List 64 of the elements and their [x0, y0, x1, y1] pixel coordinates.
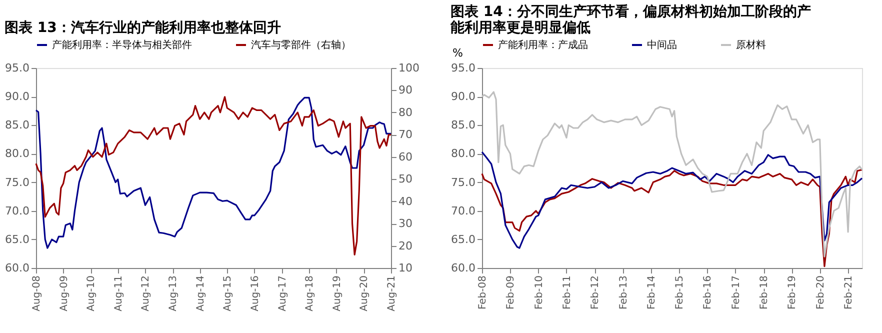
y-tick-label: 80.0 — [451, 147, 476, 160]
x-tick-label: Aug-17 — [277, 276, 288, 312]
legend-label: 产能利用率：半导体与相关部件 — [52, 39, 192, 51]
x-tick-label: Feb-09 — [506, 276, 517, 310]
chart-title: 图表 13：汽车行业的产能利用率也整体回升 — [4, 19, 281, 36]
x-tick-label: Aug-10 — [86, 276, 98, 312]
legend-label: 产能利用率：产成品 — [498, 39, 588, 51]
x-tick-label: Aug-18 — [304, 276, 316, 312]
legend-label: 中间品 — [647, 39, 677, 51]
line-series — [481, 91, 863, 258]
y-tick-label: 90.0 — [5, 90, 30, 104]
x-tick-label: Aug-13 — [168, 276, 180, 312]
x-tick-label: Feb-14 — [646, 276, 658, 310]
x-tick-label: Aug-12 — [140, 276, 152, 312]
y-tick-label: 80.0 — [5, 147, 30, 160]
x-tick-label: Feb-11 — [562, 276, 573, 310]
y2-tick-label: 90 — [398, 84, 412, 97]
x-tick-label: Feb-16 — [702, 276, 714, 310]
y2-tick-label: 80 — [398, 106, 412, 119]
line-series — [481, 151, 863, 249]
x-tick-label: Aug-11 — [113, 276, 124, 312]
x-tick-label: Feb-20 — [815, 276, 826, 310]
x-tick-label: Feb-13 — [618, 276, 630, 310]
y-tick-label: 65.0 — [451, 232, 476, 246]
y-tick-label: 65.0 — [5, 232, 30, 246]
y-axis-title: % — [452, 46, 463, 60]
y-tick-label: 60.0 — [451, 262, 476, 274]
y2-tick-label: 10 — [398, 262, 412, 274]
legend-label: 汽车与零部件（右轴） — [251, 39, 351, 51]
y-tick-label: 85.0 — [451, 118, 476, 132]
legend-label: 原材料 — [736, 39, 766, 51]
y-tick-label: 95.0 — [451, 62, 476, 74]
y-tick-label: 75.0 — [451, 176, 476, 189]
y-tick-label: 85.0 — [5, 118, 30, 132]
y2-tick-label: 50 — [398, 172, 412, 186]
chart-title: 图表 14：分不同生产环节看，偏原材料初始加工阶段的产能利用率更是明显偏低 — [450, 3, 811, 36]
x-tick-label: Feb-08 — [478, 276, 488, 310]
y2-tick-label: 20 — [398, 239, 412, 252]
x-tick-label: Feb-10 — [534, 276, 545, 310]
y-tick-label: 75.0 — [5, 176, 30, 189]
y2-tick-label: 40 — [398, 194, 412, 208]
y-tick-label: 90.0 — [451, 90, 476, 104]
x-tick-label: Feb-15 — [674, 276, 686, 310]
y2-tick-label: 60 — [398, 150, 412, 164]
x-tick-label: Aug-08 — [32, 276, 42, 312]
x-tick-label: Feb-12 — [590, 276, 602, 310]
x-tick-label: Feb-21 — [844, 276, 855, 310]
x-tick-label: Aug-14 — [195, 276, 206, 312]
y-tick-label: 70.0 — [451, 204, 476, 218]
x-tick-label: Aug-20 — [359, 276, 370, 312]
y2-tick-label: 30 — [398, 217, 412, 230]
x-tick-label: Aug-21 — [386, 276, 398, 312]
x-tick-label: Feb-18 — [759, 276, 770, 310]
x-tick-label: Feb-19 — [787, 276, 798, 310]
y2-tick-label: 70 — [398, 128, 412, 142]
x-tick-label: Aug-15 — [222, 276, 234, 312]
y-tick-label: 60.0 — [5, 262, 30, 274]
x-tick-label: Aug-19 — [332, 276, 343, 312]
y-tick-label: 95.0 — [5, 62, 30, 74]
x-tick-label: Feb-17 — [730, 276, 742, 310]
x-tick-label: Aug-16 — [250, 276, 261, 312]
x-tick-label: Aug-09 — [58, 276, 70, 312]
y-tick-label: 70.0 — [5, 204, 30, 218]
y2-tick-label: 100 — [398, 62, 420, 74]
